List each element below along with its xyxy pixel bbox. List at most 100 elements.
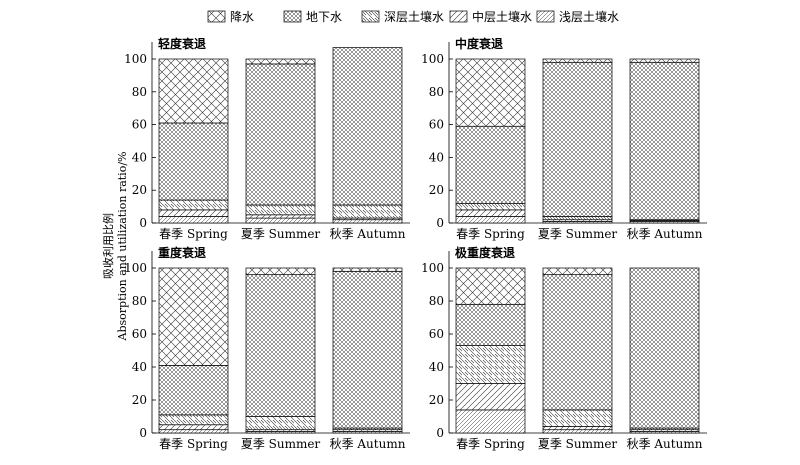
bar-segment-middle-soil-water [158,424,229,431]
y-tick-label: 100 [124,52,147,66]
y-tick-label: 0 [436,216,444,230]
bar-segment-deep-soil-water [158,414,229,426]
x-tick-label: 春季 Spring [159,437,228,451]
y-tick-label: 20 [429,393,444,407]
legend: 降水 地下水 深层土壤水 中层土壤水 浅层土壤水 [207,9,619,24]
panel-title: 轻度衰退 [158,36,206,51]
y-tick-label: 80 [132,85,147,99]
y-tick-label: 80 [429,294,444,308]
bar-segment-deep-soil-water [332,204,403,219]
bar-segment-precipitation [158,58,229,124]
y-tick-label: 100 [421,52,444,66]
bar-segment-deep-soil-water [542,216,613,221]
bar-segment-groundwater [455,125,526,204]
bar-segment-deep-soil-water [455,345,526,384]
bar-segment-middle-soil-water [158,209,229,217]
legend-label-deep-soil-water: 深层土壤水 [384,9,444,24]
y-tick-label: 40 [132,150,147,164]
y-tick-label: 0 [139,426,147,440]
bar-segment-groundwater [629,267,700,429]
x-tick-label: 夏季 Summer [538,227,618,241]
bar-segment-groundwater [332,47,403,206]
bar-segment-groundwater [542,274,613,411]
bar-segment-precipitation [455,267,526,305]
y-tick-label: 20 [132,183,147,197]
bar-segment-precipitation [629,58,700,63]
legend-swatch-precipitation [207,10,226,23]
bar-segment-precipitation [542,267,613,275]
bar-segment-middle-soil-water [245,214,316,219]
y-tick-label: 80 [429,85,444,99]
y-axis-label-en: Absorption and utilization ratio/% [116,152,129,342]
x-tick-label: 春季 Spring [159,227,228,241]
bar-segment-middle-soil-water [542,426,613,431]
legend-label-shallow-soil-water: 浅层土壤水 [559,9,619,24]
legend-swatch-middle-soil-water [449,10,468,23]
bar-segment-shallow-soil-water [455,216,526,224]
y-tick-label: 40 [429,150,444,164]
bar-segment-deep-soil-water [158,199,229,211]
bar-segment-precipitation [455,58,526,127]
y-tick-label: 60 [429,118,444,132]
bar-segment-precipitation [245,267,316,275]
legend-label-groundwater: 地下水 [306,10,342,24]
bar-segment-groundwater [245,274,316,417]
bar-segment-deep-soil-water [455,202,526,211]
y-tick-label: 40 [132,360,147,374]
bar-segment-middle-soil-water [455,383,526,411]
x-tick-label: 秋季 Autumn [627,437,703,451]
bar-segment-shallow-soil-water [542,429,613,434]
x-tick-label: 秋季 Autumn [627,227,703,241]
x-tick-label: 春季 Spring [456,227,525,241]
bar-segment-shallow-soil-water [158,216,229,224]
x-tick-label: 秋季 Autumn [330,227,406,241]
y-tick-label: 60 [132,327,147,341]
bar-segment-groundwater [455,303,526,346]
bar-segment-groundwater [542,61,613,217]
x-tick-label: 春季 Spring [456,437,525,451]
legend-label-precipitation: 降水 [230,10,254,24]
legend-swatch-deep-soil-water [361,10,380,23]
legend-swatch-shallow-soil-water [536,10,555,23]
legend-label-middle-soil-water: 中层土壤水 [472,9,532,24]
bar-segment-deep-soil-water [245,416,316,431]
bar-segment-shallow-soil-water [158,429,229,434]
panel-title: 极重度衰退 [455,245,515,260]
legend-swatch-groundwater [283,10,302,23]
y-tick-label: 100 [124,261,147,275]
x-tick-label: 夏季 Summer [241,437,321,451]
bar-segment-groundwater [332,270,403,429]
y-tick-label: 80 [132,294,147,308]
y-tick-label: 40 [429,360,444,374]
y-tick-label: 20 [429,183,444,197]
bar-segment-shallow-soil-water [332,219,403,224]
bar-segment-groundwater [629,61,700,221]
panel-title: 重度衰退 [158,245,206,260]
y-tick-label: 100 [421,261,444,275]
bar-segment-groundwater [158,122,229,201]
bar-segment-precipitation [542,58,613,63]
bar-segment-groundwater [158,365,229,416]
y-tick-label: 0 [139,216,147,230]
panel-title: 中度衰退 [455,36,503,51]
y-tick-label: 20 [132,393,147,407]
bar-segment-deep-soil-water [245,204,316,216]
y-tick-label: 60 [132,118,147,132]
bar-segment-precipitation [158,267,229,366]
bar-segment-precipitation [332,267,403,272]
y-tick-label: 60 [429,327,444,341]
bar-segment-deep-soil-water [542,409,613,427]
bar-segment-shallow-soil-water [245,217,316,224]
y-axis-label-cn: 吸收利用比例 [101,213,115,279]
x-tick-label: 夏季 Summer [241,227,321,241]
bar-segment-middle-soil-water [455,209,526,217]
x-tick-label: 秋季 Autumn [330,437,406,451]
y-tick-label: 0 [436,426,444,440]
bar-segment-shallow-soil-water [455,409,526,434]
